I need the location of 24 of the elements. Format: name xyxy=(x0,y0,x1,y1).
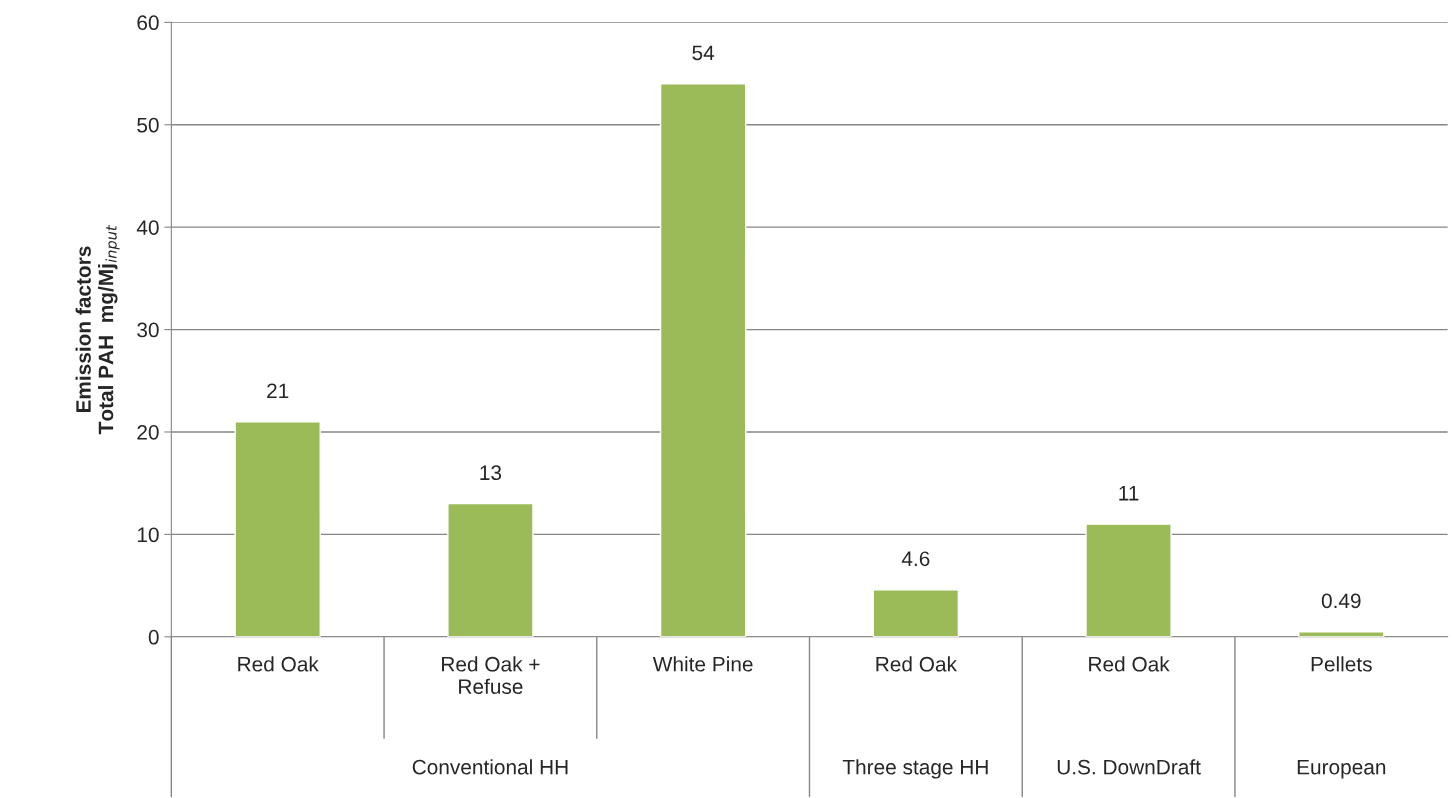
text: Conventional HH xyxy=(412,759,568,775)
x-tick-label: White Pine xyxy=(652,656,753,672)
y-tick-label: 10 xyxy=(137,527,159,543)
text: U.S. DownDraft xyxy=(1057,759,1201,775)
text: Three stage HH xyxy=(842,759,988,779)
x-tick-label: Red Oak xyxy=(876,656,957,672)
data-label: 13 xyxy=(480,465,502,481)
y-tick-label: 30 xyxy=(137,322,159,338)
y-tick-label: 40 xyxy=(136,220,159,235)
x-tick-label: Red Oak xyxy=(238,656,319,672)
data-label: 4.6 xyxy=(901,551,930,567)
data-label: 11 xyxy=(1119,486,1139,501)
y-tick-label: 60 xyxy=(137,15,159,31)
y-tick-label: 20 xyxy=(137,424,159,440)
x-tick-label: Red Oak xyxy=(1089,656,1170,672)
x-tick-label: Pellets xyxy=(1311,656,1372,672)
y-axis-title: Emission factors Total PAH mg/Mj$_{input}$ xyxy=(75,224,120,435)
text: European xyxy=(1297,759,1386,779)
x-tick-label: Red Oak + Refuse xyxy=(442,656,540,694)
data-label: 54 xyxy=(692,45,715,61)
y-tick-label: 0 xyxy=(148,629,159,645)
y-tick-label: 50 xyxy=(137,117,159,133)
data-label: 0.49 xyxy=(1321,593,1361,609)
data-label: 21 xyxy=(267,383,289,398)
